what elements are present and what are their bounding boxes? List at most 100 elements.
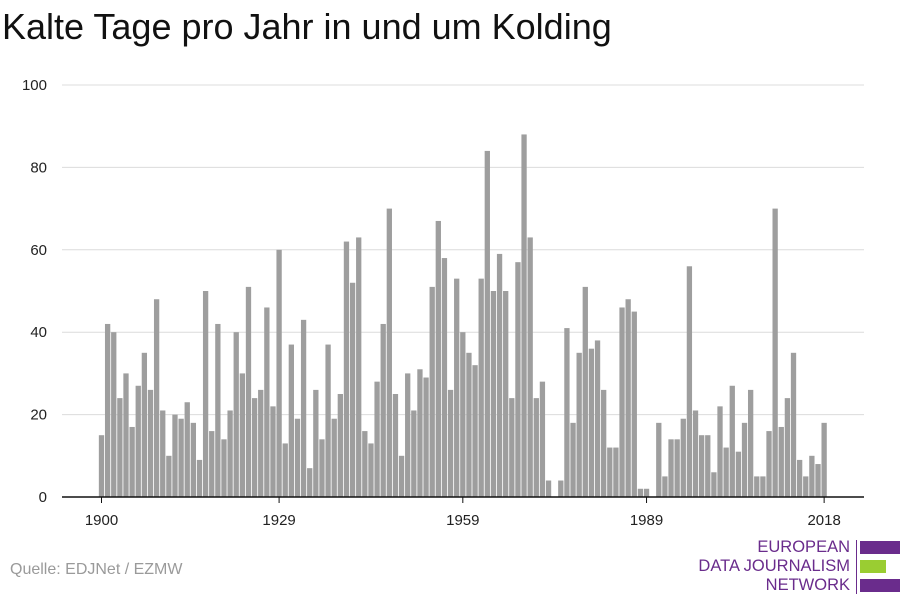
bar-1941 <box>349 282 356 497</box>
bar-1908 <box>147 389 154 497</box>
bar-1982 <box>601 389 607 497</box>
logo-text-network: NETWORK <box>765 576 850 594</box>
bar-2013 <box>790 352 797 497</box>
bar-1940 <box>343 241 350 497</box>
bar-1922 <box>233 332 239 497</box>
bar-1939 <box>337 394 343 497</box>
bar-2006 <box>747 389 754 497</box>
bar-1916 <box>196 459 203 497</box>
bar-1929 <box>276 249 282 497</box>
bar-1932 <box>294 418 301 497</box>
bar-1984 <box>613 447 619 497</box>
bar-1976 <box>564 328 570 497</box>
bar-1912 <box>172 414 178 497</box>
bar-2017 <box>815 464 821 497</box>
bar-2015 <box>803 476 809 497</box>
bar-1983 <box>607 447 613 497</box>
bar-1950 <box>405 373 411 497</box>
bar-1973 <box>545 480 552 497</box>
bar-1920 <box>221 439 227 497</box>
x-tick-label-1929: 1929 <box>262 512 295 529</box>
bar-1977 <box>570 422 576 497</box>
bar-2018 <box>821 422 827 497</box>
bar-2009 <box>766 431 772 497</box>
bar-1997 <box>692 410 699 497</box>
y-tick-label-100: 100 <box>22 77 47 94</box>
bar-1937 <box>325 344 331 497</box>
bar-1951 <box>411 410 417 497</box>
y-tick-label-40: 40 <box>30 324 47 341</box>
bar-1931 <box>288 344 294 497</box>
bar-1921 <box>227 410 233 497</box>
bar-2016 <box>809 455 815 497</box>
logo-bar-top <box>860 541 900 554</box>
bar-1943 <box>362 431 368 497</box>
bar-1948 <box>392 394 399 497</box>
bar-1967 <box>509 398 515 497</box>
bar-1957 <box>447 389 454 497</box>
bar-2007 <box>754 476 760 497</box>
bar-1907 <box>141 352 148 497</box>
bar-1980 <box>588 348 595 497</box>
bar-1913 <box>178 418 184 497</box>
bar-1938 <box>331 418 337 497</box>
logo-divider <box>856 540 857 594</box>
bars <box>98 134 827 498</box>
bar-1969 <box>521 134 527 497</box>
bar-2011 <box>778 426 784 497</box>
bar-1909 <box>153 299 160 497</box>
bar-1989 <box>643 488 650 497</box>
bar-1925 <box>251 398 258 497</box>
bar-1962 <box>478 278 484 497</box>
bar-2008 <box>760 476 766 497</box>
x-tick-label-1989: 1989 <box>630 512 663 529</box>
bar-1986 <box>625 299 631 497</box>
bar-1911 <box>166 455 172 497</box>
x-axis <box>62 496 864 503</box>
bar-1902 <box>111 332 117 497</box>
logo-text-european: EUROPEAN <box>757 538 850 556</box>
bar-1928 <box>270 406 276 497</box>
x-tick-label-1959: 1959 <box>446 512 479 529</box>
bar-1956 <box>441 258 448 497</box>
bar-1900 <box>98 435 105 497</box>
bar-1955 <box>435 220 441 497</box>
x-tick-label-2018: 2018 <box>807 512 840 529</box>
bar-1934 <box>307 468 313 497</box>
bar-1981 <box>594 340 601 497</box>
bar-1904 <box>123 373 129 497</box>
bar-1942 <box>356 237 362 497</box>
bar-1924 <box>245 286 252 497</box>
bar-1999 <box>705 435 711 497</box>
bar-1953 <box>423 377 429 497</box>
bar-1979 <box>582 286 588 497</box>
x-tick-labels: 1900 1929 1959 1989 2018 <box>85 512 841 529</box>
bar-1970 <box>527 237 533 497</box>
bar-2012 <box>784 398 791 497</box>
edjnet-logo[interactable]: EUROPEAN DATA JOURNALISM NETWORK <box>698 538 900 594</box>
bar-1910 <box>160 410 166 497</box>
bar-1991 <box>656 422 662 497</box>
bar-2003 <box>729 385 735 497</box>
y-tick-label-0: 0 <box>39 489 47 506</box>
bar-1988 <box>637 488 644 497</box>
bar-1961 <box>472 365 478 497</box>
bar-2000 <box>711 472 717 497</box>
bar-1968 <box>515 262 521 497</box>
bar-1975 <box>558 480 564 497</box>
bar-1945 <box>374 381 380 497</box>
bar-1972 <box>539 381 546 497</box>
bar-1958 <box>454 278 460 497</box>
bar-1933 <box>300 319 307 497</box>
bar-1936 <box>319 439 325 497</box>
bar-1992 <box>662 476 668 497</box>
bar-2010 <box>772 208 778 497</box>
bar-1960 <box>466 352 472 497</box>
bar-1944 <box>368 443 374 497</box>
bar-1914 <box>184 402 190 497</box>
y-tick-label-80: 80 <box>30 159 47 176</box>
bar-1918 <box>209 431 215 497</box>
bar-1915 <box>190 422 197 497</box>
bar-1946 <box>380 323 386 497</box>
